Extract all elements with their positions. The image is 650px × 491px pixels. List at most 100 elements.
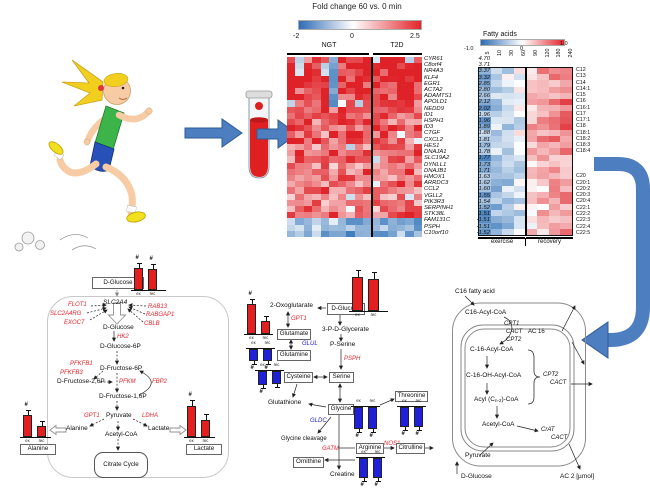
label-cact-top: CACT [506,329,523,335]
heatmap-cell [354,143,363,151]
heatmap-cell [388,224,397,231]
fatty-acid-label: C13 [576,73,586,80]
heatmap-cell [346,218,355,225]
heatmap-cell [287,181,296,188]
heatmap-cell [312,75,321,82]
heatmap-cell [287,230,296,237]
heatmap-cell [295,150,304,157]
heatmap-cell [479,179,491,186]
heatmap-cell [413,199,422,206]
error-bar [404,427,406,430]
gene-row: ID1 1.96 [424,112,500,118]
heatmap-cell [548,166,561,174]
heatmap-cell [329,205,338,213]
heatmap-cell [396,181,406,188]
heatmap-cell [287,199,296,206]
error-bar-cap [249,299,255,300]
heatmap-cell [525,142,538,149]
heatmap-cell [371,162,380,169]
heatmap-cell [320,181,330,188]
heatmap-cell [346,88,355,95]
gene-row: ARRDC3 1.62 [424,180,500,186]
error-bar [205,414,207,420]
heatmap-cell [303,162,313,169]
heatmap-cell [502,117,514,124]
heatmap-cell [513,154,526,161]
heatmap-cell [490,74,503,81]
label-cpt1: CPT1 [504,321,520,327]
chart-baseline [255,370,284,371]
heatmap-cell [388,57,397,64]
error-bar-cap [136,263,142,264]
heatmap-cell [413,112,422,120]
fatty-acid-label: C22:1 [576,204,591,211]
heatmap-cell [490,86,503,93]
label-pfkfb3: PFKFB3 [60,370,83,376]
error-bar-cap [361,481,367,482]
heatmap-cell [354,199,363,206]
heatmap-cell [312,205,321,213]
bar-x-label: ex [249,335,254,340]
fatty-acid-label: C22:5 [576,229,591,236]
heatmap-cell [362,193,372,200]
heatmap-cell [396,150,406,157]
bar-x-label: ex [355,312,360,317]
heatmap-cell [320,100,330,107]
label-fbp2: FBP2 [152,379,168,385]
heatmap-cell [396,100,406,107]
heatmap-cell [525,228,538,235]
heatmap-cell [379,181,389,188]
bar-x-label: ex [361,449,366,454]
heatmap-cell [354,88,363,95]
node-glucose-top: D-Glucose [92,277,144,289]
heatmap-cell [287,106,296,113]
gene-row: C10orf10 -1.52 [424,230,500,236]
chart-baseline [351,406,380,407]
heatmap-cell [560,123,572,130]
error-bar [358,429,360,432]
heatmap-cell [479,111,491,118]
heatmap-cell [329,150,338,157]
heatmap-cell [548,136,561,143]
heatmap-cell [502,210,514,217]
heatmap-cell [405,119,414,126]
label-acetylcoa: Acetyl-CoA [105,431,138,438]
heatmap-cell [362,119,372,126]
bar-x-label: ex [189,438,194,443]
heatmap-cell [329,94,338,101]
heatmap-cell [354,81,363,89]
gene-name: ID3 [424,124,434,131]
heatmap-cell [362,131,372,138]
heatmap-cell [490,142,503,149]
heatmap-cell [312,193,321,200]
heatmap-cell [379,112,389,120]
heatmap-cell [413,212,422,219]
gene-row: DNAJA1 1.78 [424,149,500,155]
heatmap-cell [312,156,321,163]
heatmap-cell [379,224,389,231]
label-creatine: Creatine [330,471,355,478]
heatmap-cell [490,129,503,137]
heatmap-cell [405,212,414,219]
heatmap-cell [312,212,321,219]
heatmap-cell [479,154,491,161]
heatmap-cell [396,81,406,89]
heatmap-cell [362,100,372,107]
heatmap-cell [303,224,313,231]
heatmap-cell [329,174,338,182]
bar-x-label: rec [369,398,376,403]
heatmap-cell [337,187,347,194]
heatmap-cell [312,131,321,138]
gene-row: HSPH1 1.96 [424,118,500,124]
heatmap-cell [548,111,561,118]
heatmap-cell [362,218,372,225]
heatmap-cell [379,100,389,107]
heatmap-cell [405,81,414,89]
group-label-ngt: NGT [321,42,337,49]
heatmap-cell [312,174,321,182]
heatmap-cell [362,88,372,95]
heatmap-cell [295,224,304,231]
heatmap-cell [388,150,397,157]
heatmap-cell [548,228,561,235]
heatmap-cell [490,148,503,155]
